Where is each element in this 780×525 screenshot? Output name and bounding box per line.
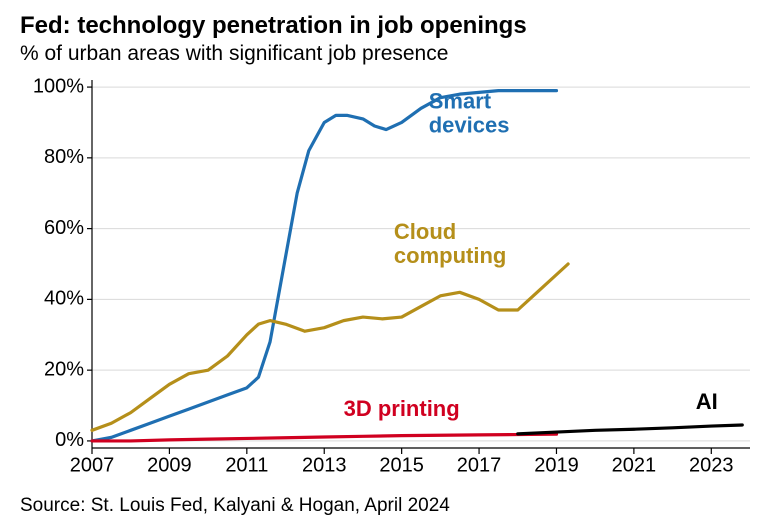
- y-tick-label: 100%: [33, 75, 84, 97]
- series-line-ai: [518, 425, 743, 434]
- x-tick-label: 2007: [70, 455, 115, 477]
- x-tick-label: 2011: [225, 455, 268, 477]
- series-label-3d-printing: 3D printing: [344, 396, 460, 421]
- x-tick-label: 2021: [612, 455, 657, 477]
- y-tick-label: 40%: [44, 288, 84, 310]
- line-chart-svg: 0% 20% 40% 60% 80% 100% 2007 2009 2011 2013 2015 20…: [20, 74, 760, 484]
- chart-container: Fed: technology penetration in job openi…: [0, 0, 780, 525]
- series-label-smart-devices: Smart: [429, 88, 492, 113]
- x-tick-label: 2023: [689, 455, 734, 477]
- x-tick-label: 2019: [534, 455, 579, 477]
- y-tick-label: 80%: [44, 146, 84, 168]
- chart-source: Source: St. Louis Fed, Kalyani & Hogan, …: [20, 495, 450, 517]
- chart-plot-area: 0% 20% 40% 60% 80% 100% 2007 2009 2011 2013 2015 20…: [20, 74, 760, 484]
- series-label-smart-devices: devices: [429, 112, 510, 137]
- y-tick-label: 60%: [44, 217, 84, 239]
- series-label-ai: AI: [696, 389, 718, 414]
- y-tick-label: 20%: [44, 358, 84, 380]
- chart-subtitle: % of urban areas with significant job pr…: [20, 42, 760, 66]
- series-line-3d-printing: [92, 434, 556, 441]
- y-tick-label: 0%: [55, 429, 84, 451]
- series-line-cloud-computing: [92, 264, 568, 430]
- x-tick-label: 2009: [147, 455, 192, 477]
- x-tick-label: 2013: [302, 455, 347, 477]
- series-label-cloud-computing: computing: [394, 243, 506, 268]
- chart-title: Fed: technology penetration in job openi…: [20, 12, 760, 40]
- series-label-cloud-computing: Cloud: [394, 219, 456, 244]
- x-tick-label: 2015: [379, 455, 424, 477]
- x-tick-label: 2017: [457, 455, 502, 477]
